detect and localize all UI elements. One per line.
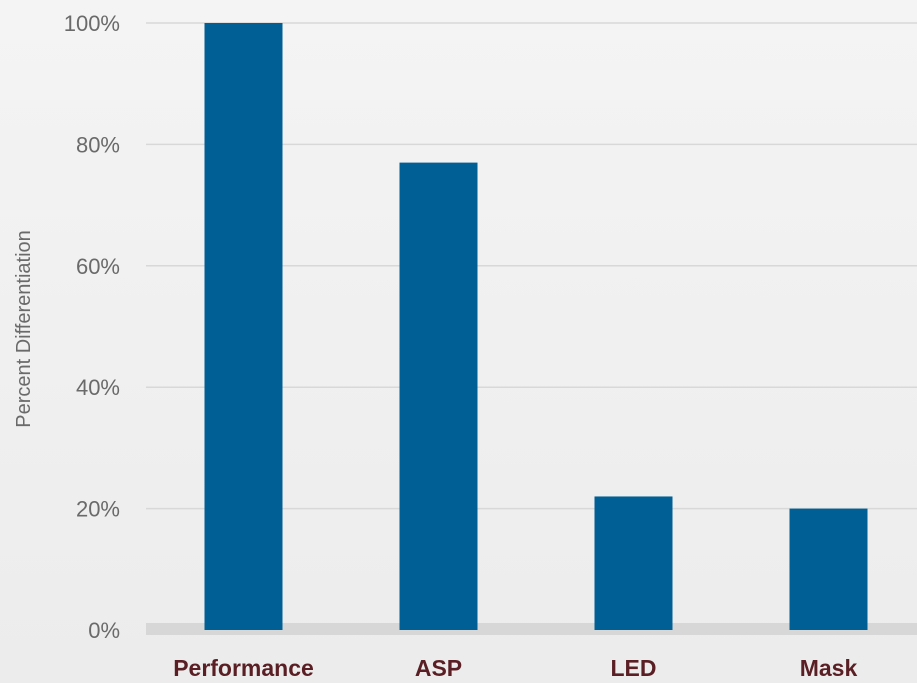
bar-led [594,496,673,630]
bar-performance [204,23,283,630]
y-axis-title: Percent Differentiation [13,230,35,428]
bar-asp [399,162,478,631]
x-tick-label-mask: Mask [800,655,858,681]
y-tick-label-40: 40% [76,375,120,400]
x-axis-tick-labels: Performance ASP LED Mask [173,655,857,681]
y-tick-label-100: 100% [64,11,120,36]
chart-floor [146,623,917,635]
bar-mask [789,508,868,630]
x-tick-label-asp: ASP [415,655,462,681]
bars [204,23,868,631]
y-tick-label-80: 80% [76,132,120,157]
x-tick-label-performance: Performance [173,655,314,681]
y-tick-label-20: 20% [76,497,120,522]
y-axis-tick-labels: 0% 20% 40% 60% 80% 100% [64,11,120,643]
y-tick-label-60: 60% [76,254,120,279]
x-tick-label-led: LED [611,655,657,681]
y-tick-label-0: 0% [88,618,120,643]
